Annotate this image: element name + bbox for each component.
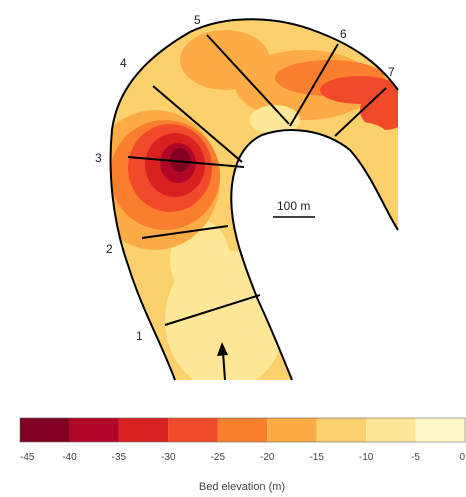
- colorbar-title: Bed elevation (m): [199, 481, 285, 493]
- section-line-4: [152, 85, 243, 163]
- section-line-2: [141, 225, 229, 239]
- section-label-7: 7: [388, 65, 395, 79]
- colorbar-tick-label: -10: [359, 452, 374, 463]
- section-label-4: 4: [120, 56, 127, 70]
- colorbar-tick-label: -30: [161, 452, 176, 463]
- colorbar-swatch-7: [366, 418, 416, 442]
- outer-bank-line: [109, 18, 399, 381]
- section-line-6: [289, 43, 339, 127]
- colorbar-ticks: -45 -40 -35 -30 -25 -20 -15 -10 -5 0: [20, 452, 465, 463]
- colorbar-tick-label: 0: [459, 452, 465, 463]
- colorbar-swatch-2: [118, 418, 169, 442]
- section-label-6: 6: [340, 27, 347, 41]
- section-line-1: [164, 294, 261, 326]
- colorbar-swatch-6: [316, 418, 367, 442]
- inner-bank-line: [230, 129, 399, 381]
- scale-bar-label: 100 m: [277, 199, 310, 213]
- colorbar-swatch-1: [69, 418, 119, 442]
- colorbar: -45 -40 -35 -30 -25 -20 -15 -10 -5 0 Bed elevatio…: [19, 417, 465, 493]
- colorbar-tick-label: -5: [411, 452, 420, 463]
- arrow-up-icon: [217, 342, 228, 381]
- map-panel: 1 2 3 4 5 6 7 100 m: [95, 13, 399, 381]
- colorbar-swatch-3: [168, 418, 218, 442]
- colorbar-tick-label: -25: [211, 452, 226, 463]
- colorbar-tick-label: -45: [20, 452, 35, 463]
- colorbar-tick-label: -40: [62, 452, 77, 463]
- section-label-5: 5: [194, 13, 201, 27]
- colorbar-swatch-0: [20, 418, 70, 442]
- colorbar-tick-label: -15: [309, 452, 324, 463]
- scale-bar: 100 m: [273, 199, 315, 218]
- colorbar-swatches: [20, 418, 465, 442]
- colorbar-swatch-4: [217, 418, 268, 442]
- section-line-7: [334, 87, 387, 137]
- section-line-5: [206, 34, 290, 125]
- colorbar-swatch-8: [415, 418, 465, 442]
- section-label-1: 1: [136, 329, 143, 343]
- colorbar-tick-label: -20: [260, 452, 275, 463]
- section-label-3: 3: [95, 151, 102, 165]
- section-line-3: [127, 156, 245, 168]
- colorbar-swatch-5: [267, 418, 317, 442]
- colorbar-tick-label: -35: [112, 452, 127, 463]
- section-label-2: 2: [106, 242, 113, 256]
